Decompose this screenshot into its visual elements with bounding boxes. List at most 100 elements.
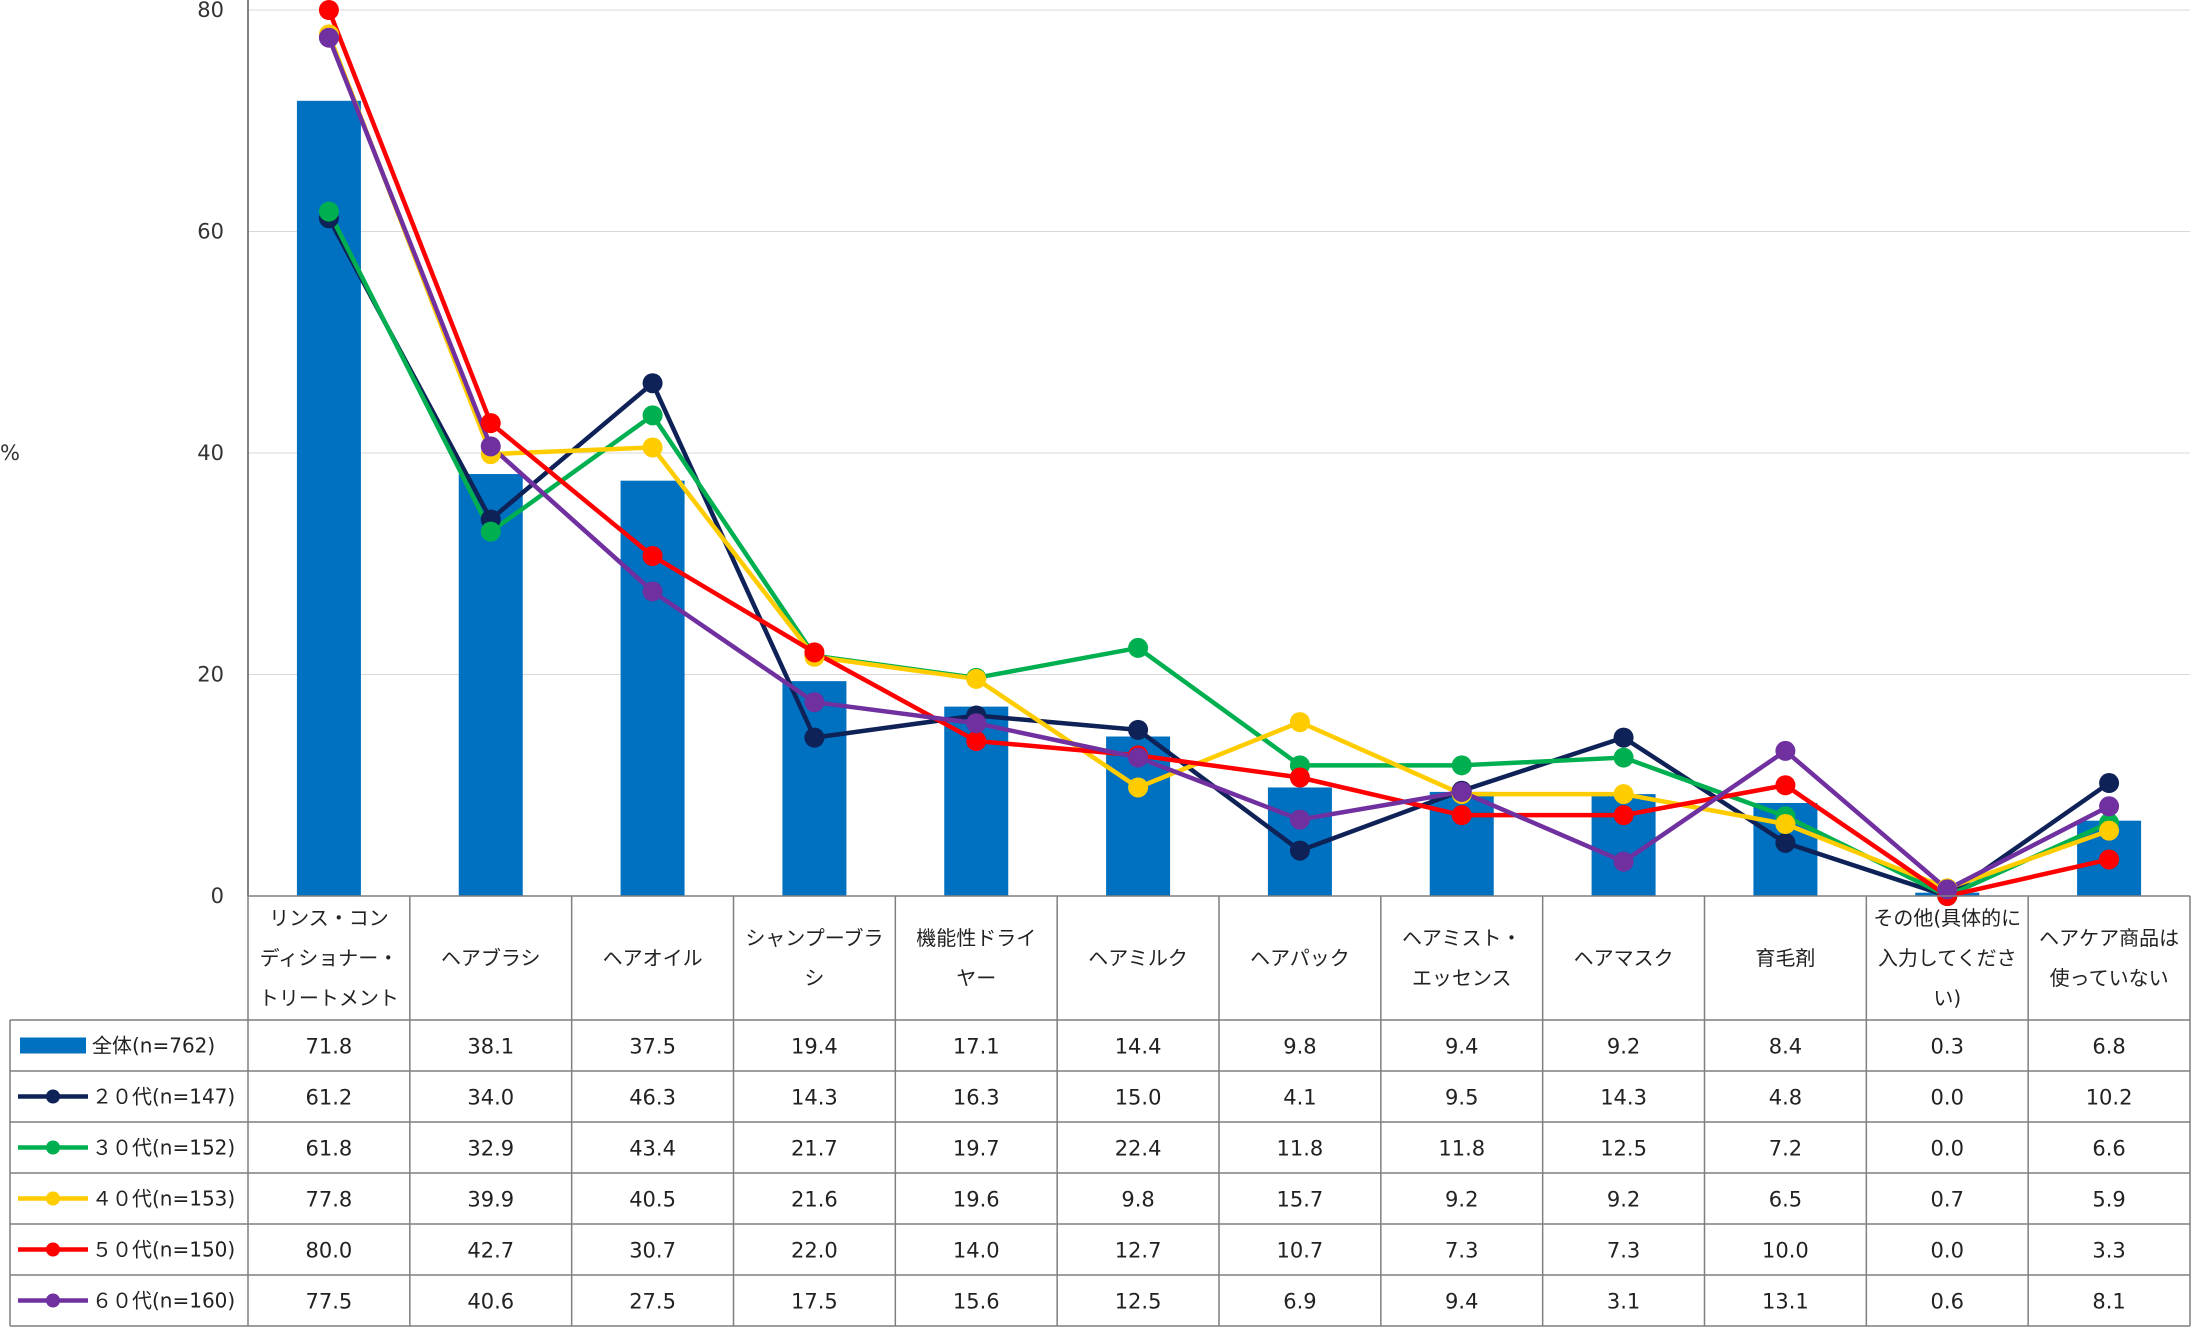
- table-cell-value: 22.4: [1115, 1137, 1162, 1161]
- data-point: [642, 581, 663, 602]
- category-label: ヘアケア商品は: [2039, 926, 2179, 950]
- legend-bar-swatch: [20, 1037, 86, 1054]
- legend-marker: [46, 1242, 60, 1257]
- data-point: [1289, 840, 1310, 861]
- data-point: [1613, 805, 1634, 826]
- data-point: [2099, 773, 2120, 794]
- category-label: ディショナー・: [260, 946, 399, 970]
- table-cell-value: 15.0: [1115, 1086, 1162, 1110]
- data-point: [2099, 796, 2120, 817]
- table-cell-value: 0.7: [1931, 1188, 1964, 1212]
- data-point: [2099, 849, 2120, 870]
- table-cell-value: 8.1: [2092, 1290, 2125, 1314]
- data-point: [642, 437, 663, 458]
- table-cell-value: 77.8: [306, 1188, 353, 1212]
- legend-label: 全体(n=762): [92, 1034, 215, 1058]
- data-point: [966, 668, 987, 689]
- table-cell-value: 9.2: [1607, 1188, 1640, 1212]
- legend-marker: [46, 1089, 60, 1104]
- data-point: [804, 642, 825, 663]
- table-cell-value: 71.8: [306, 1035, 353, 1059]
- table-cell-value: 19.4: [791, 1035, 838, 1059]
- data-point: [642, 405, 663, 426]
- table-cell-value: 7.2: [1769, 1137, 1802, 1161]
- legend-marker: [46, 1191, 60, 1206]
- data-point: [1775, 814, 1796, 835]
- table-cell-value: 19.6: [953, 1188, 1000, 1212]
- data-point: [1289, 767, 1310, 788]
- table-cell-value: 14.3: [791, 1086, 838, 1110]
- series-line: [326, 33, 2110, 891]
- table-cell-value: 61.8: [306, 1137, 353, 1161]
- data-point: [1451, 781, 1472, 802]
- table-cell-value: 3.3: [2092, 1239, 2125, 1263]
- line-series: [318, 0, 2120, 906]
- table-cell-value: 80.0: [306, 1239, 353, 1263]
- table-cell-value: 9.8: [1283, 1035, 1316, 1059]
- category-label: ヘアオイル: [603, 946, 703, 970]
- table-cell-value: 12.5: [1600, 1137, 1647, 1161]
- data-point: [1451, 755, 1472, 776]
- y-axis: 0 20 40 60 80%: [0, 0, 249, 908]
- y-tick-label: 60: [197, 220, 224, 244]
- data-point: [966, 713, 987, 734]
- table-cell-value: 7.3: [1445, 1239, 1478, 1263]
- bar: [620, 480, 685, 896]
- data-point: [1128, 719, 1149, 740]
- data-point: [1451, 805, 1472, 826]
- data-point: [1775, 775, 1796, 796]
- category-label: 育毛剤: [1755, 946, 1815, 970]
- table-cell-value: 27.5: [629, 1290, 676, 1314]
- table-cell-value: 12.7: [1115, 1239, 1162, 1263]
- table-cell-value: 40.6: [467, 1290, 514, 1314]
- category-label: ヘアパック: [1250, 946, 1350, 970]
- table-cell-value: 30.7: [629, 1239, 676, 1263]
- series-line: [326, 9, 2110, 899]
- data-point: [804, 727, 825, 748]
- table-cell-value: 61.2: [306, 1086, 353, 1110]
- table-cell-value: 5.9: [2092, 1188, 2125, 1212]
- table-cell-value: 17.1: [953, 1035, 1000, 1059]
- series-line: [326, 36, 2111, 892]
- table-cell-value: 15.7: [1277, 1188, 1324, 1212]
- data-point: [1613, 851, 1634, 872]
- data-point: [966, 730, 987, 751]
- category-label: エッセンス: [1412, 966, 1512, 990]
- data-point: [1128, 777, 1149, 798]
- table-cell-value: 6.6: [2092, 1137, 2125, 1161]
- legend-marker: [46, 1293, 60, 1308]
- table-cell-value: 19.7: [953, 1137, 1000, 1161]
- data-point: [480, 413, 501, 434]
- category-label: 使っていない: [2050, 966, 2169, 990]
- table-cell-value: 0.0: [1931, 1086, 1964, 1110]
- legend-label: ５０代(n=150): [92, 1238, 235, 1262]
- data-point: [1289, 712, 1310, 733]
- legend-marker: [46, 1140, 60, 1155]
- table-cell-value: 42.7: [467, 1239, 514, 1263]
- table-cell-value: 9.8: [1121, 1188, 1154, 1212]
- gridlines: [248, 9, 2190, 675]
- table-cell-value: 6.8: [2092, 1035, 2125, 1059]
- data-point: [1613, 747, 1634, 768]
- data-point: [1613, 784, 1634, 805]
- table-cell-value: 10.0: [1762, 1239, 1809, 1263]
- data-point: [480, 521, 501, 542]
- table-cell-value: 46.3: [629, 1086, 676, 1110]
- category-label: シ: [804, 966, 824, 990]
- category-label: リンス・コン: [269, 906, 389, 930]
- data-point: [1289, 809, 1310, 830]
- data-point: [1613, 727, 1634, 748]
- table-cell-value: 40.5: [629, 1188, 676, 1212]
- data-point: [1937, 879, 1958, 900]
- legend-label: ６０代(n=160): [92, 1289, 235, 1313]
- data-point: [642, 373, 663, 394]
- table-cell-value: 7.3: [1607, 1239, 1640, 1263]
- table-cell-value: 11.8: [1277, 1137, 1324, 1161]
- y-tick-label: 80: [197, 0, 224, 22]
- y-tick-label: 0: [211, 884, 224, 908]
- table-cell-value: 9.2: [1607, 1035, 1640, 1059]
- table-cell-value: 37.5: [629, 1035, 676, 1059]
- data-point: [1775, 740, 1796, 761]
